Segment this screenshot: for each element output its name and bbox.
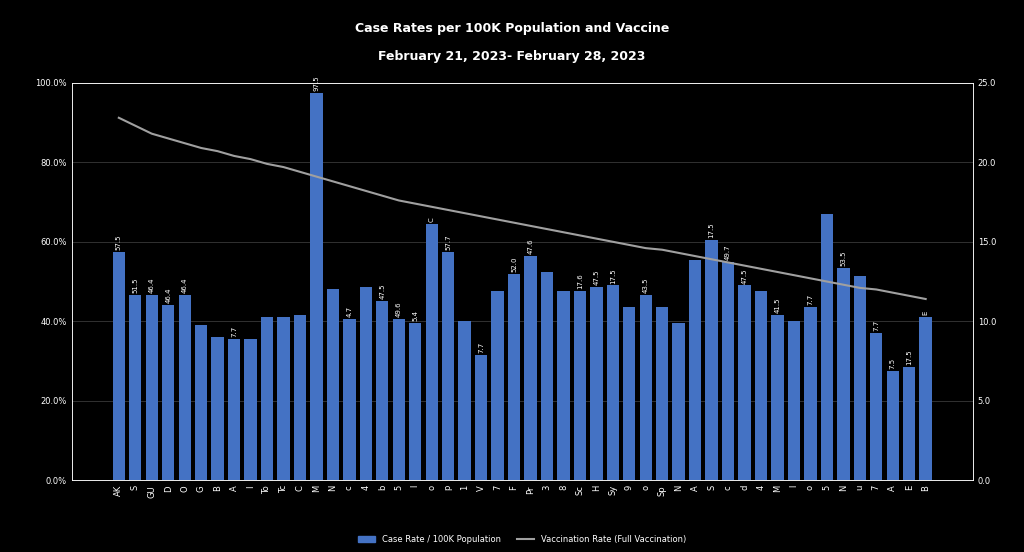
Text: 7.7: 7.7 <box>807 294 813 305</box>
Text: Case Rates per 100K Population and Vaccine: Case Rates per 100K Population and Vacci… <box>354 22 670 35</box>
Text: 7.5: 7.5 <box>890 358 896 369</box>
Bar <box>376 301 388 480</box>
Bar <box>838 268 850 480</box>
Bar <box>755 291 767 480</box>
Bar <box>145 295 158 480</box>
Bar <box>327 289 339 480</box>
Bar <box>409 323 422 480</box>
Bar <box>310 93 323 480</box>
Text: 57.7: 57.7 <box>445 234 452 250</box>
Text: 47.5: 47.5 <box>379 284 385 299</box>
Text: 7.7: 7.7 <box>873 320 880 331</box>
Bar <box>278 317 290 480</box>
Text: 52.0: 52.0 <box>511 256 517 272</box>
Text: 53.5: 53.5 <box>841 250 846 266</box>
Text: 46.4: 46.4 <box>148 278 155 294</box>
Bar <box>426 224 438 480</box>
Bar <box>722 262 734 480</box>
Bar <box>640 295 652 480</box>
Text: 43.5: 43.5 <box>643 278 649 294</box>
Bar <box>359 288 372 480</box>
Text: 47.6: 47.6 <box>527 238 534 254</box>
Text: C: C <box>429 217 434 222</box>
Bar <box>656 307 669 480</box>
Text: E: E <box>923 311 929 315</box>
Text: 17.6: 17.6 <box>577 274 583 289</box>
Legend: Case Rate / 100K Population, Vaccination Rate (Full Vaccination): Case Rate / 100K Population, Vaccination… <box>355 532 689 548</box>
Bar <box>590 288 602 480</box>
Bar <box>195 325 207 480</box>
Text: 46.4: 46.4 <box>181 278 187 294</box>
Bar <box>178 295 190 480</box>
Bar <box>706 240 718 480</box>
Bar <box>903 367 915 480</box>
Bar <box>573 291 586 480</box>
Text: 57.5: 57.5 <box>116 234 122 250</box>
Text: 7.7: 7.7 <box>231 326 238 337</box>
Bar <box>162 305 174 480</box>
Bar <box>557 291 569 480</box>
Text: 51.5: 51.5 <box>132 278 138 294</box>
Text: 4.7: 4.7 <box>346 306 352 317</box>
Bar <box>492 291 504 480</box>
Text: 5.4: 5.4 <box>413 310 418 321</box>
Bar <box>343 319 355 480</box>
Bar <box>920 317 932 480</box>
Bar <box>854 275 866 480</box>
Text: 47.5: 47.5 <box>593 270 599 285</box>
Text: 49.7: 49.7 <box>725 244 731 259</box>
Bar <box>606 285 618 480</box>
Bar <box>475 355 487 480</box>
Bar <box>228 339 241 480</box>
Bar <box>673 323 685 480</box>
Text: 7.7: 7.7 <box>478 342 484 353</box>
Bar <box>245 339 257 480</box>
Bar <box>392 319 404 480</box>
Text: February 21, 2023- February 28, 2023: February 21, 2023- February 28, 2023 <box>378 50 646 63</box>
Bar <box>524 256 537 480</box>
Bar <box>508 274 520 480</box>
Bar <box>442 252 455 480</box>
Text: 17.5: 17.5 <box>906 349 912 365</box>
Text: 17.5: 17.5 <box>709 222 715 238</box>
Bar <box>541 272 553 480</box>
Bar <box>211 337 224 480</box>
Bar <box>459 321 471 480</box>
Text: 46.4: 46.4 <box>165 288 171 304</box>
Bar <box>804 307 816 480</box>
Text: 47.5: 47.5 <box>741 268 748 284</box>
Bar <box>113 252 125 480</box>
Bar <box>738 285 751 480</box>
Bar <box>294 315 306 480</box>
Bar <box>787 321 800 480</box>
Bar <box>771 315 783 480</box>
Bar <box>820 214 834 480</box>
Text: 17.5: 17.5 <box>610 268 615 284</box>
Text: 49.6: 49.6 <box>395 301 401 317</box>
Bar <box>261 317 273 480</box>
Bar <box>623 307 636 480</box>
Bar <box>689 259 701 480</box>
Text: 41.5: 41.5 <box>774 298 780 314</box>
Bar <box>870 333 883 480</box>
Text: 97.5: 97.5 <box>313 75 319 91</box>
Bar <box>887 371 899 480</box>
Bar <box>129 295 141 480</box>
